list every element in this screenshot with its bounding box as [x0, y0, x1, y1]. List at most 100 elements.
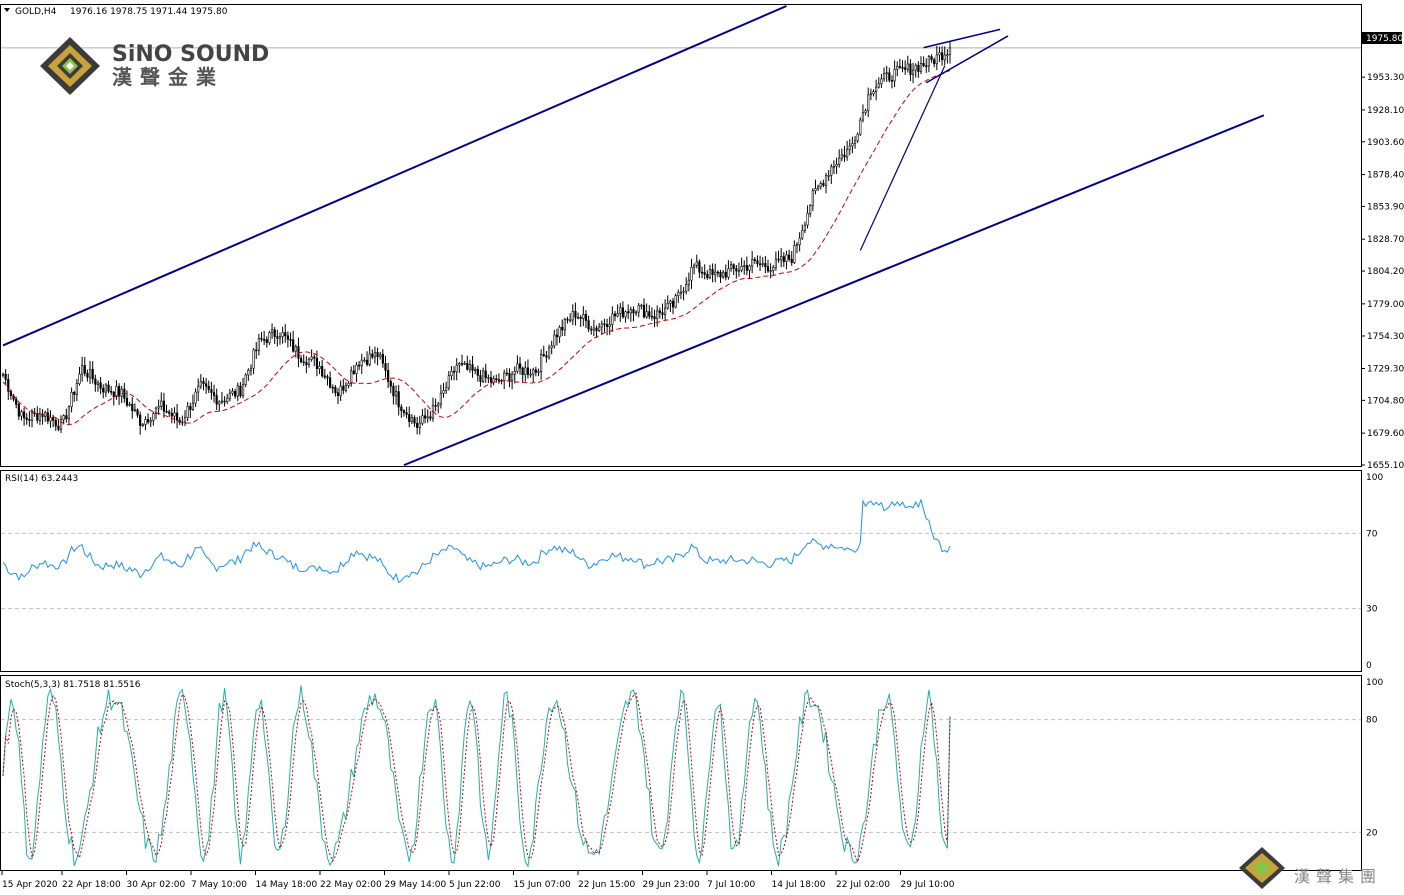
candle — [91, 361, 94, 384]
symbol-label: GOLD,H4 — [15, 7, 57, 17]
candle — [255, 342, 258, 360]
candle-body — [875, 86, 878, 93]
candle-body — [922, 62, 925, 67]
candle-body — [115, 386, 118, 397]
candle-body — [814, 188, 817, 192]
candle-body — [743, 265, 746, 267]
candle — [468, 359, 472, 373]
candle-body — [20, 411, 23, 417]
candle — [49, 410, 52, 428]
candle-body — [719, 272, 722, 278]
candle — [136, 408, 139, 418]
candle-body — [429, 416, 432, 419]
candle-body — [25, 417, 28, 420]
candle — [310, 349, 313, 362]
candle-body — [859, 119, 862, 135]
candle — [896, 61, 899, 77]
candle-body — [81, 365, 84, 375]
candle — [278, 332, 282, 345]
price-tick-label: 1655.10 — [1367, 461, 1404, 471]
candle-body — [703, 272, 706, 275]
candle-body — [861, 112, 865, 121]
candle — [584, 310, 588, 329]
candle-body — [885, 72, 888, 75]
candle — [698, 259, 701, 278]
candle — [70, 387, 73, 413]
candle-body — [445, 387, 448, 391]
candle — [59, 415, 63, 433]
candle-body — [186, 406, 189, 419]
candle-body — [278, 336, 282, 339]
candle-body — [318, 366, 321, 369]
candle-body — [940, 52, 944, 61]
candle — [598, 322, 601, 333]
candle — [867, 87, 870, 118]
candle-body — [323, 375, 326, 378]
candle — [418, 415, 421, 435]
candle-body — [803, 224, 807, 231]
candle — [814, 179, 817, 195]
candle-body — [73, 392, 76, 395]
candle — [737, 262, 741, 277]
candle — [943, 46, 946, 66]
candle — [265, 336, 268, 348]
candle-body — [49, 417, 52, 422]
candle — [86, 369, 89, 382]
price-pane-frame — [0, 4, 1362, 467]
candle-body — [447, 375, 450, 389]
candle — [547, 344, 551, 360]
candle — [257, 333, 260, 356]
candle — [289, 332, 292, 347]
candle-body — [236, 385, 239, 397]
candle-body — [722, 271, 725, 278]
candle — [347, 381, 350, 389]
candle — [110, 385, 113, 396]
candle — [334, 385, 337, 397]
candle — [719, 269, 722, 284]
candle — [590, 325, 593, 335]
candle-body — [753, 259, 756, 261]
candle-body — [645, 311, 648, 318]
candle — [500, 378, 503, 385]
candle — [186, 402, 189, 421]
candle — [220, 392, 224, 405]
candle-body — [927, 56, 930, 67]
candle-body — [822, 183, 825, 186]
candle-body — [270, 329, 274, 333]
candle — [20, 409, 23, 421]
candle-body — [292, 339, 295, 352]
candle — [537, 368, 540, 377]
candle-body — [518, 363, 522, 369]
candle — [173, 407, 176, 424]
candle — [358, 360, 361, 371]
candle — [170, 408, 173, 424]
candle — [23, 408, 26, 426]
price-tick-label: 1729.30 — [1367, 364, 1404, 374]
candle-body — [194, 391, 197, 404]
candle — [247, 368, 250, 381]
candle — [645, 303, 648, 319]
candle — [331, 384, 334, 394]
candle-body — [679, 291, 683, 294]
candle-body — [289, 339, 292, 341]
candle — [249, 364, 253, 376]
candle — [9, 389, 13, 400]
time-tick-label: 15 Jun 07:00 — [514, 880, 571, 890]
candle — [75, 378, 78, 402]
candle — [4, 369, 7, 385]
candle-body — [761, 263, 764, 265]
candle-body — [690, 266, 693, 281]
dropdown-triangle-icon[interactable] — [4, 8, 10, 12]
candle — [408, 406, 411, 428]
candle-body — [640, 304, 643, 307]
candle — [616, 304, 619, 318]
candle-body — [437, 403, 440, 407]
candle-body — [99, 382, 102, 389]
candle-body — [687, 279, 690, 285]
candle — [112, 390, 115, 406]
candle — [1, 372, 5, 378]
candle — [455, 358, 458, 381]
candle — [474, 367, 477, 375]
candle-body — [758, 263, 762, 266]
